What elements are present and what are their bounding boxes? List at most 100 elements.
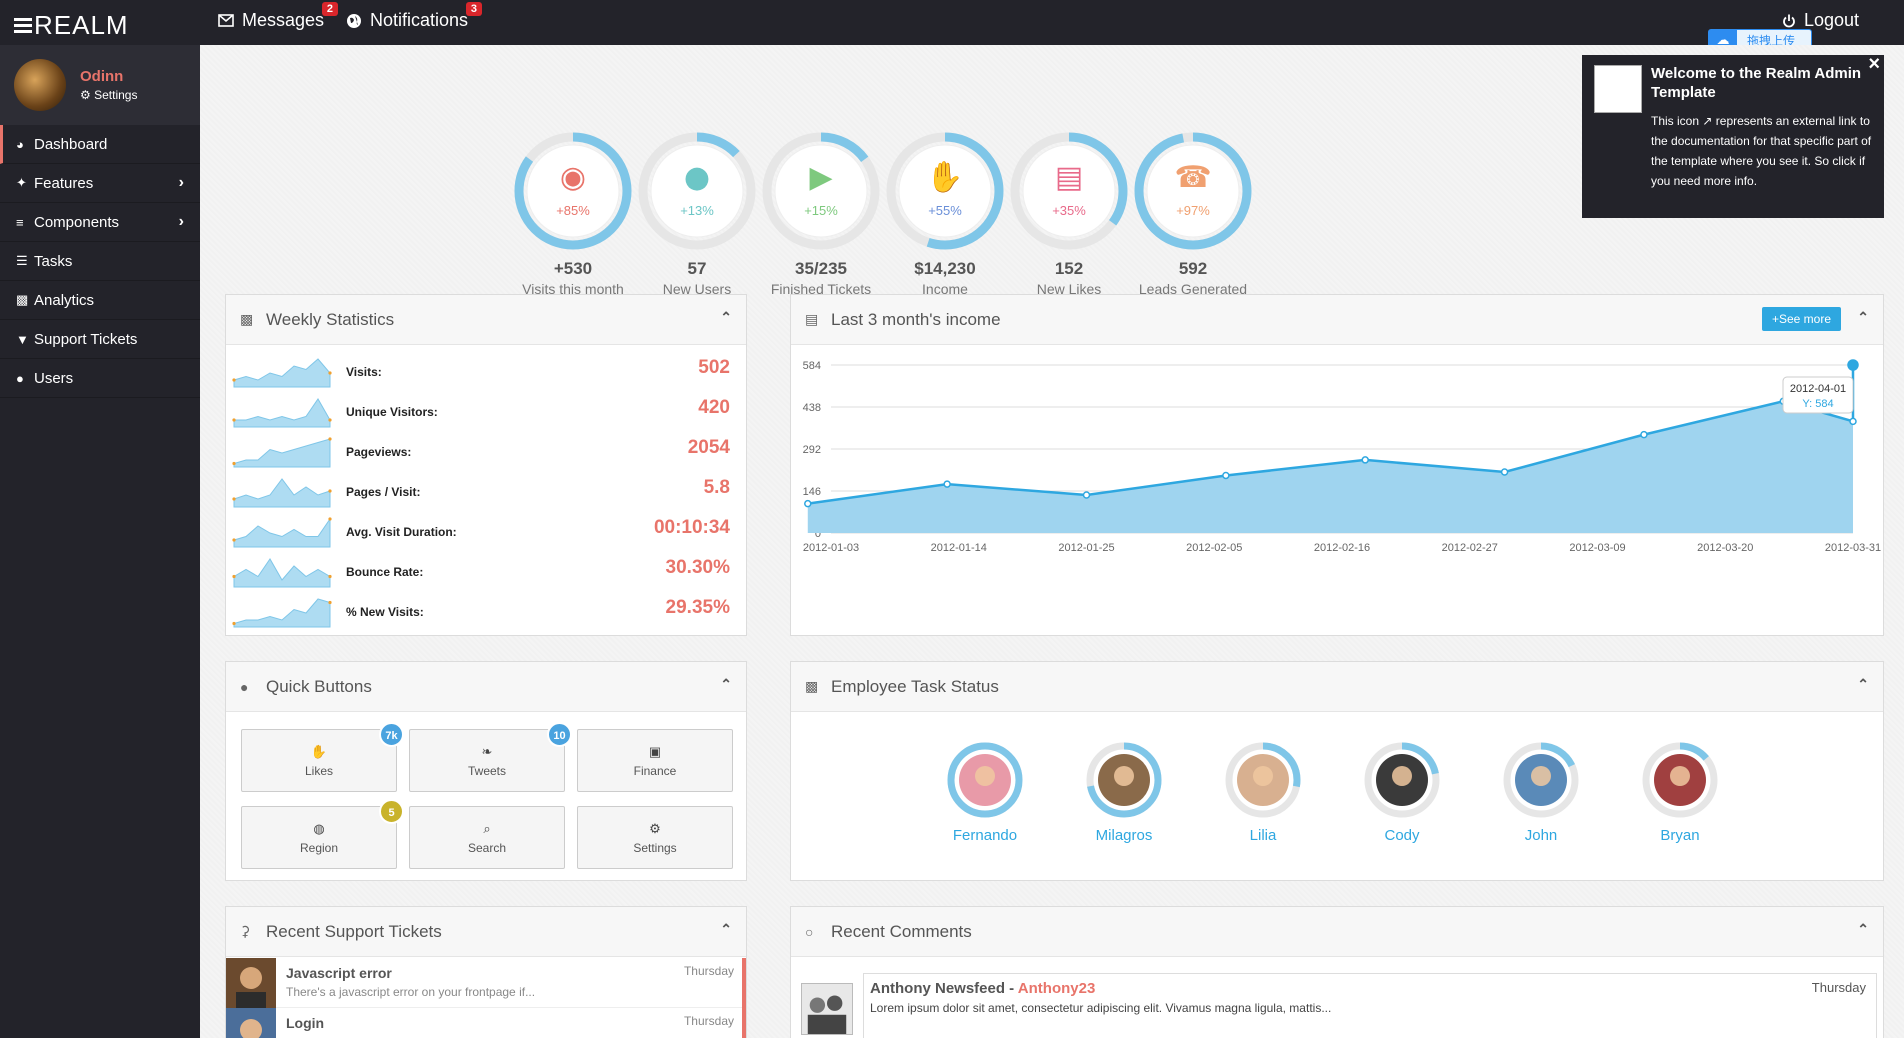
- progress-ring: ✋ +55%: [886, 132, 1004, 250]
- sidebar-item-tasks[interactable]: ☰ Tasks: [0, 242, 200, 281]
- notifications-label: Notifications: [370, 10, 469, 30]
- panel-title: Employee Task Status: [831, 676, 999, 696]
- progress-ring: ☎ +97%: [1134, 132, 1252, 250]
- chevron-up-icon[interactable]: ⌃: [720, 309, 732, 325]
- chevron-up-icon[interactable]: ⌃: [1857, 676, 1869, 692]
- employee-item[interactable]: Lilia: [1223, 740, 1303, 844]
- globe-icon: ◍: [313, 821, 325, 836]
- bullhorn-icon: ▶: [809, 160, 832, 195]
- logo[interactable]: REALM: [14, 10, 129, 41]
- employee-name[interactable]: Lilia: [1249, 827, 1277, 844]
- stat-card[interactable]: ✋ +55% $14,230 Income: [865, 129, 1025, 297]
- credit-card-icon: ▤: [805, 311, 819, 327]
- stat-percent: +55%: [928, 203, 962, 218]
- region-button[interactable]: ◍ Region 5: [241, 799, 404, 869]
- employee-name[interactable]: Milagros: [1095, 827, 1153, 844]
- employee-name[interactable]: Cody: [1384, 827, 1420, 844]
- stat-card[interactable]: ◉ +85% +530 Visits this month: [493, 129, 653, 297]
- sparkline: [232, 598, 332, 628]
- data-point[interactable]: [1640, 430, 1648, 439]
- chevron-up-icon[interactable]: ⌃: [720, 676, 732, 692]
- data-point[interactable]: [1082, 491, 1091, 499]
- y-tick-label: 146: [803, 486, 821, 498]
- tooltip-date: 2012-04-01: [1790, 383, 1846, 395]
- sidebar-item-features[interactable]: ✦ Features ›: [0, 164, 200, 203]
- cogs-icon: ⚙: [649, 821, 661, 836]
- avatar: [226, 958, 276, 1008]
- employee-item[interactable]: John: [1501, 740, 1581, 844]
- y-tick-label: 438: [803, 402, 821, 414]
- data-point[interactable]: [1222, 471, 1230, 480]
- data-point[interactable]: [943, 480, 951, 488]
- sidebar: Odinn ⚙ Settings ◕ Dashboard ✦ Features › ≡…: [0, 45, 200, 1038]
- employee-name[interactable]: Fernando: [952, 827, 1018, 844]
- button-label: Tweets: [467, 764, 506, 778]
- data-point[interactable]: [1847, 359, 1859, 371]
- data-point[interactable]: [804, 499, 812, 508]
- sparkline-start-dot: [232, 497, 236, 501]
- panel-header: ▩ Weekly Statistics ⌃: [226, 295, 746, 345]
- chevron-up-icon[interactable]: ⌃: [1857, 921, 1869, 937]
- y-tick-label: 292: [803, 444, 821, 456]
- sparkline: [232, 478, 332, 508]
- chevron-up-icon[interactable]: ⌃: [1857, 309, 1869, 325]
- comment-item[interactable]: Anthony Newsfeed - Anthony23 Thursday Lo…: [863, 973, 1877, 1038]
- progress-ring: ▶ +15%: [762, 132, 880, 250]
- user-settings-link[interactable]: ⚙ Settings: [80, 88, 138, 102]
- sidebar-item-support-tickets[interactable]: ▼ Support Tickets: [0, 320, 200, 359]
- notifications-badge: 3: [465, 2, 483, 16]
- comment-icon: ○: [805, 923, 814, 940]
- phone-icon: ☎: [1174, 160, 1211, 195]
- ticket-list: Javascript error There's a javascript er…: [226, 958, 746, 1038]
- user-profile[interactable]: Odinn ⚙ Settings: [0, 45, 200, 125]
- employee-name[interactable]: John: [1524, 827, 1558, 844]
- stat-card[interactable]: ☎ +97% 592 Leads Generated: [1113, 129, 1273, 297]
- data-point[interactable]: [1361, 456, 1369, 464]
- messages-link[interactable]: Messages 2: [218, 2, 339, 31]
- finance-button[interactable]: ▣ Finance: [577, 729, 733, 792]
- tweets-button[interactable]: ❧ Tweets 10: [409, 722, 572, 792]
- circle-icon: ●: [240, 678, 249, 695]
- logout-link[interactable]: Logout: [1782, 10, 1859, 31]
- see-more-button[interactable]: +See more: [1761, 307, 1841, 331]
- employee-item[interactable]: Cody: [1362, 740, 1442, 844]
- employee-progress-ring: [947, 742, 1023, 818]
- chevron-up-icon[interactable]: ⌃: [720, 921, 732, 937]
- panel-title: Last 3 month's income: [831, 309, 1001, 329]
- sparkline-area: [233, 558, 331, 588]
- close-icon[interactable]: ×: [1868, 53, 1880, 75]
- weekly-stat-row: Pages / Visit: 5.8: [232, 471, 740, 511]
- priority-bar: [742, 1008, 746, 1038]
- settings-button[interactable]: ⚙ Settings: [577, 806, 733, 869]
- user-name: Odinn: [80, 68, 124, 85]
- employee-item[interactable]: Fernando: [945, 740, 1025, 844]
- income-panel: ▤ Last 3 month's income +See more ⌃ 0 146…: [790, 294, 1884, 636]
- employee-item[interactable]: Bryan: [1640, 740, 1720, 844]
- list-item[interactable]: Javascript error There's a javascript er…: [226, 958, 746, 1008]
- stat-card[interactable]: ● +13% 57 New Users: [617, 129, 777, 297]
- x-tick-label: 2012-03-31: [1825, 542, 1881, 554]
- likes-button[interactable]: ✋ Likes 7k: [241, 722, 404, 792]
- comment-username[interactable]: Anthony23: [1017, 980, 1096, 997]
- weekly-stat-row: Bounce Rate: 30.30%: [232, 551, 740, 591]
- employee-name[interactable]: Bryan: [1660, 827, 1700, 844]
- stat-card[interactable]: ▤ +35% 152 New Likes: [989, 129, 1149, 297]
- list-item[interactable]: Login Thursday: [226, 1008, 746, 1038]
- search-button[interactable]: ⌕ Search: [409, 806, 565, 869]
- stat-card[interactable]: ▶ +15% 35/235 Finished Tickets: [741, 129, 901, 297]
- notifications-link[interactable]: Notifications 3: [346, 2, 483, 31]
- panel-header: ● Quick Buttons ⌃: [226, 662, 746, 712]
- sidebar-item-dashboard[interactable]: ◕ Dashboard: [0, 125, 200, 164]
- employee-item[interactable]: Milagros: [1084, 740, 1164, 844]
- data-point[interactable]: [1500, 468, 1509, 476]
- sidebar-item-components[interactable]: ≡ Components ›: [0, 203, 200, 242]
- messages-label: Messages: [242, 10, 325, 30]
- panel-header: ○ Recent Comments ⌃: [791, 907, 1883, 957]
- sidebar-item-analytics[interactable]: ▩ Analytics: [0, 281, 200, 320]
- x-tick-label: 2012-02-05: [1186, 542, 1242, 554]
- data-point[interactable]: [1849, 417, 1857, 426]
- stat-value: +530: [553, 259, 593, 278]
- money-icon: ▣: [648, 744, 662, 759]
- sidebar-item-users[interactable]: ● Users: [0, 359, 200, 398]
- income-chart[interactable]: 0 146 292 438 584 2012-01-03 2012-01-14 2012-01…: [791, 345, 1883, 635]
